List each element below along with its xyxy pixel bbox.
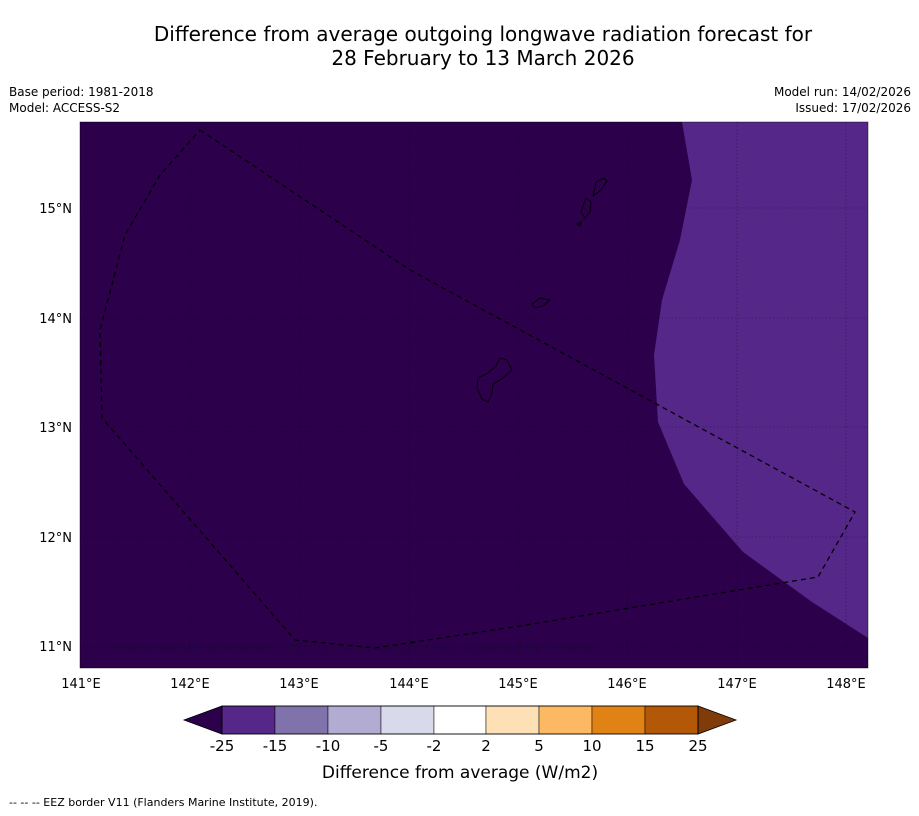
y-tick-13n: 13°N	[39, 421, 72, 436]
model-run-text: Model run: 14/02/2026	[773, 85, 911, 99]
colorbar-tick: 10	[582, 737, 601, 755]
colorbar-tick: 2	[481, 737, 491, 755]
base-period-text: Base period: 1981-2018	[9, 85, 154, 99]
colorbar: -25 -15 -10 -5 -2 2 5 10 15 25 Differenc…	[182, 705, 738, 783]
y-tick-15n: 15°N	[39, 202, 72, 217]
island-saipan	[592, 177, 608, 198]
model-text: Model: ACCESS-S2	[9, 101, 121, 115]
title-line-2: 28 February to 13 March 2026	[331, 46, 635, 70]
y-tick-11n: 11°N	[39, 640, 72, 655]
meta-right: Model run: 14/02/2026 Issued: 17/02/2026	[774, 84, 911, 116]
x-tick-143e: 143°E	[279, 677, 319, 692]
x-tick-148e: 148°E	[826, 677, 866, 692]
colorbar-tick: 15	[635, 737, 654, 755]
eez-footnote: -- -- -- EEZ border V11 (Flanders Marine…	[9, 796, 318, 809]
copyright-text: © Commonwealth of Australia 2026, Bureau…	[93, 641, 598, 655]
anomaly-region-minus25-to-minus15	[654, 122, 868, 638]
colorbar-segment	[380, 705, 435, 735]
title-line-1: Difference from average outgoing longwav…	[153, 22, 813, 46]
colorbar-label: Difference from average (W/m2)	[322, 763, 598, 783]
x-tick-141e: 141°E	[61, 677, 101, 692]
colorbar-segment	[591, 705, 646, 735]
colorbar-tick: -2	[427, 737, 442, 755]
x-tick-147e: 147°E	[717, 677, 757, 692]
x-tick-146e: 146°E	[607, 677, 647, 692]
x-tick-142e: 142°E	[170, 677, 210, 692]
y-tick-14n: 14°N	[39, 312, 72, 327]
island-rota	[531, 297, 551, 309]
x-tick-144e: 144°E	[389, 677, 429, 692]
colorbar-tick: -15	[263, 737, 288, 755]
chart-title: Difference from average outgoing longwav…	[0, 22, 919, 70]
islands	[476, 177, 608, 403]
island-aguijan	[576, 221, 582, 227]
colorbar-tick: 25	[688, 737, 707, 755]
colorbar-segment	[433, 705, 487, 735]
colorbar-frame	[221, 705, 699, 735]
colorbar-segment	[644, 705, 699, 735]
island-tinian	[580, 197, 592, 219]
y-tick-12n: 12°N	[39, 531, 72, 546]
colorbar-segment	[327, 705, 382, 735]
gridlines	[80, 122, 868, 668]
map-frame	[79, 121, 869, 669]
issued-text: Issued: 17/02/2026	[795, 101, 911, 115]
colorbar-tick: -10	[316, 737, 341, 755]
colorbar-segment	[485, 705, 540, 735]
colorbar-tick: -5	[374, 737, 389, 755]
colorbar-tick: -25	[210, 737, 235, 755]
colorbar-segment	[221, 705, 276, 735]
colorbar-arrow-low	[182, 705, 223, 735]
colorbar-segment	[538, 705, 593, 735]
colorbar-arrow-high	[697, 705, 738, 735]
eez-border	[99, 129, 856, 649]
colorbar-tick: 5	[534, 737, 544, 755]
meta-left: Base period: 1981-2018 Model: ACCESS-S2	[9, 84, 154, 116]
x-tick-145e: 145°E	[498, 677, 538, 692]
island-guam	[476, 357, 513, 403]
colorbar-segment	[274, 705, 329, 735]
